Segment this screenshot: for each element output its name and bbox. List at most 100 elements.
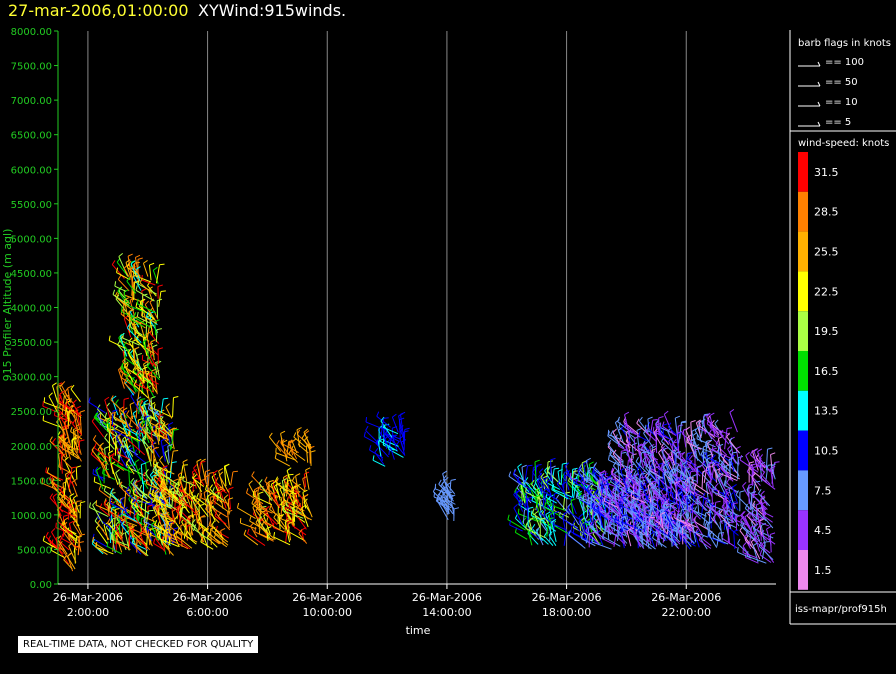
wind-barb — [639, 452, 643, 467]
wind-barb-flag — [167, 443, 173, 447]
wind-barb — [619, 530, 625, 549]
wind-barb-flag — [664, 521, 668, 527]
wind-barb — [753, 526, 761, 542]
wind-barb-flag — [161, 422, 166, 428]
wind-barb — [257, 506, 273, 514]
wind-barb — [654, 465, 666, 474]
wind-barb-flag — [182, 459, 188, 463]
wind-barb-flag — [181, 506, 187, 509]
wind-barb — [132, 493, 149, 504]
wind-barb-flag — [640, 472, 646, 475]
wind-barb-flag — [651, 500, 654, 506]
barb-legend-label: == 5 — [825, 117, 851, 128]
wind-barb — [113, 429, 132, 440]
wind-barb-flag — [404, 427, 410, 430]
wind-barb — [724, 428, 728, 450]
wind-barb — [653, 432, 662, 446]
wind-barb-flag — [637, 443, 642, 447]
wind-barb — [212, 473, 220, 491]
wind-barb-flag — [624, 492, 629, 497]
wind-barb — [694, 430, 703, 443]
wind-barb — [158, 428, 160, 442]
y-tick-label: 6000.00 — [11, 165, 52, 176]
wind-barb-flag — [586, 457, 591, 462]
wind-barb — [147, 285, 157, 297]
wind-barb-flag — [153, 459, 156, 465]
wind-barb-flag — [156, 504, 162, 508]
wind-barb — [175, 534, 193, 549]
wind-barb — [133, 384, 149, 399]
wind-barb-flag — [288, 439, 293, 444]
wind-barb — [58, 544, 69, 559]
wind-barb — [166, 503, 179, 512]
wind-barb — [154, 524, 168, 534]
wind-barb-flag — [634, 473, 639, 477]
wind-barb-flag — [149, 418, 152, 424]
wind-barb-flag — [717, 453, 722, 459]
wind-barb-flag — [675, 415, 681, 419]
wind-barb-flag — [665, 524, 671, 526]
wind-barb-flag — [111, 260, 116, 265]
wind-barb-flag — [578, 464, 582, 469]
wind-barb-flag — [157, 509, 160, 515]
wind-barb-flag — [440, 492, 446, 497]
wind-barb-flag — [677, 527, 681, 533]
wind-barb-flag — [99, 442, 104, 447]
wind-barb-flag — [115, 469, 120, 474]
wind-barb-flag — [154, 410, 159, 415]
barb-legend-label: == 50 — [825, 77, 858, 88]
wind-barb — [690, 422, 693, 441]
wind-barb — [718, 478, 730, 497]
wind-barb-flag — [626, 518, 631, 523]
wind-barb — [603, 490, 616, 505]
wind-barb — [164, 452, 169, 465]
wind-barb-flag — [668, 437, 673, 442]
wind-barb — [682, 514, 694, 533]
wind-barb — [709, 415, 716, 437]
wind-barb-flag — [114, 281, 117, 287]
wind-barb-flag — [596, 483, 599, 490]
wind-barb-flag — [585, 526, 589, 532]
wind-barb — [49, 497, 64, 513]
wind-barb-flag — [612, 428, 617, 433]
wind-barb — [179, 488, 194, 502]
wind-barb — [536, 488, 542, 511]
wind-barb-flag — [120, 372, 124, 378]
wind-barb — [197, 521, 209, 531]
wind-barb-flag — [621, 451, 627, 454]
wind-barb-flag — [672, 439, 677, 444]
wind-barb-flag — [551, 484, 554, 490]
wind-barb — [128, 540, 142, 555]
wind-barb-flag — [210, 526, 216, 530]
wind-barb-flag — [122, 357, 127, 362]
wind-barb-flag — [380, 416, 385, 422]
wind-barb — [110, 538, 128, 546]
wind-barb-flag — [707, 461, 713, 466]
wind-barb-flag — [114, 291, 118, 297]
wind-barb-flag — [69, 493, 75, 497]
wind-barb-flag — [148, 370, 153, 376]
wind-barb — [544, 470, 554, 486]
wind-barb — [692, 519, 704, 536]
wind-barb — [136, 399, 145, 420]
wind-barb-flag — [130, 497, 133, 504]
wind-barb — [56, 445, 68, 460]
wind-barb — [173, 480, 176, 499]
wind-barb-flag — [218, 468, 224, 472]
wind-barb-flag — [58, 395, 62, 401]
wind-barb — [720, 468, 734, 482]
wind-barb-flag — [301, 433, 306, 439]
wind-barb-flag — [125, 373, 130, 379]
wind-barb — [611, 492, 620, 512]
wind-barb-flag — [249, 516, 252, 522]
wind-barb-flag — [527, 496, 533, 500]
wind-barb-flag — [132, 479, 136, 485]
wind-barb-flag — [545, 511, 551, 515]
wind-barb — [94, 447, 110, 459]
wind-barb-flag — [648, 477, 652, 483]
wind-barb — [754, 537, 760, 552]
wind-barb-flag — [135, 302, 138, 308]
wind-barb-flag — [286, 467, 292, 471]
wind-barb — [199, 517, 204, 535]
wind-barb — [618, 445, 635, 455]
